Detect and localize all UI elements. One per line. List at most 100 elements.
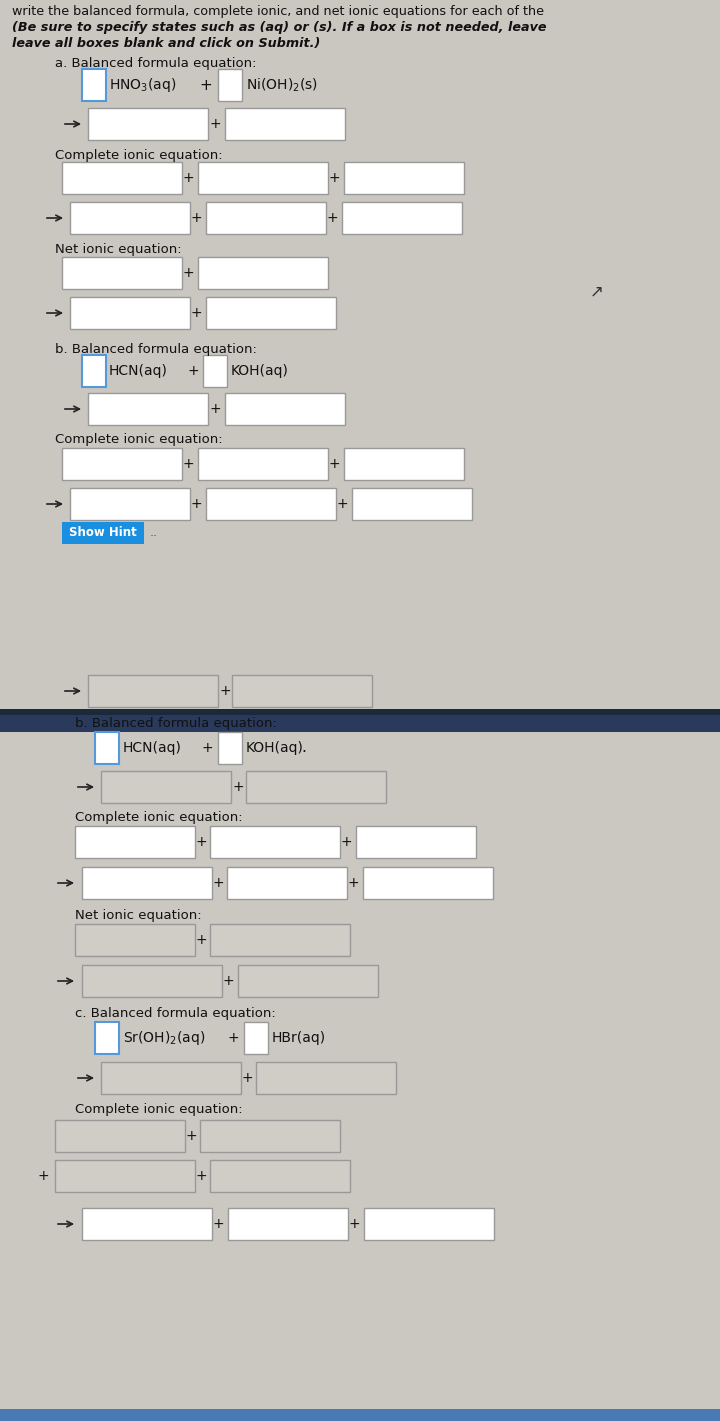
Bar	[210, 924, 350, 956]
Bar	[225, 394, 345, 425]
Bar	[0, 733, 720, 1421]
Bar	[101, 772, 231, 803]
Text: +: +	[210, 117, 221, 131]
Bar	[244, 1022, 268, 1054]
Text: KOH(aq): KOH(aq)	[231, 364, 289, 378]
Bar	[88, 675, 218, 708]
Text: +: +	[199, 78, 212, 92]
Text: +: +	[195, 836, 207, 848]
Text: +: +	[241, 1071, 253, 1086]
Bar	[82, 965, 222, 998]
Bar	[88, 108, 208, 141]
Bar	[0, 709, 720, 715]
Bar	[198, 257, 328, 288]
Text: HBr(aq): HBr(aq)	[272, 1032, 326, 1044]
Bar	[342, 202, 462, 234]
Bar	[256, 1061, 396, 1094]
Text: Complete ionic equation:: Complete ionic equation:	[75, 1104, 243, 1117]
Bar	[88, 394, 208, 425]
Bar	[101, 1061, 241, 1094]
Bar	[55, 1160, 195, 1192]
Text: +: +	[228, 1032, 239, 1044]
Text: +: +	[201, 740, 213, 755]
Bar	[95, 1022, 119, 1054]
Text: +: +	[182, 171, 194, 185]
Bar	[225, 108, 345, 141]
Text: +: +	[326, 210, 338, 225]
Text: c. Balanced formula equation:: c. Balanced formula equation:	[75, 1007, 276, 1020]
Bar	[206, 297, 336, 330]
Bar	[62, 522, 144, 544]
Bar	[203, 355, 227, 387]
Text: +: +	[210, 402, 221, 416]
Bar	[75, 924, 195, 956]
Bar	[198, 162, 328, 195]
Text: leave all boxes blank and click on Submit.): leave all boxes blank and click on Submi…	[12, 37, 320, 51]
Bar	[0, 713, 720, 732]
Text: Ni(OH)$_2$(s): Ni(OH)$_2$(s)	[246, 77, 318, 94]
Text: +: +	[222, 973, 234, 988]
Text: +: +	[187, 364, 199, 378]
Bar	[62, 257, 182, 288]
Bar	[238, 965, 378, 998]
Text: HCN(aq): HCN(aq)	[109, 364, 168, 378]
Bar	[364, 1208, 494, 1241]
Bar	[210, 1160, 350, 1192]
Text: ↗: ↗	[590, 281, 604, 300]
Text: write the balanced formula, complete ionic, and net ionic equations for each of : write the balanced formula, complete ion…	[12, 4, 544, 17]
Text: a. Balanced formula equation:: a. Balanced formula equation:	[55, 57, 256, 70]
Bar	[82, 867, 212, 899]
Bar	[0, 1410, 720, 1421]
Bar	[82, 70, 106, 101]
Text: +: +	[219, 684, 231, 698]
Text: +: +	[185, 1130, 197, 1142]
Text: Complete ionic equation:: Complete ionic equation:	[55, 433, 222, 446]
Text: ..: ..	[150, 527, 158, 540]
Bar	[62, 448, 182, 480]
Bar	[210, 826, 340, 858]
Text: HNO$_3$(aq): HNO$_3$(aq)	[109, 75, 176, 94]
Bar	[82, 355, 106, 387]
Text: +: +	[190, 497, 202, 512]
Text: +: +	[195, 1169, 207, 1184]
Text: +: +	[212, 875, 224, 890]
Bar	[0, 0, 720, 720]
Bar	[75, 826, 195, 858]
Text: +: +	[190, 306, 202, 320]
Bar	[62, 162, 182, 195]
Text: Show Hint: Show Hint	[69, 527, 137, 540]
Text: +: +	[336, 497, 348, 512]
Text: b. Balanced formula equation:: b. Balanced formula equation:	[55, 342, 257, 355]
Bar	[198, 448, 328, 480]
Bar	[218, 732, 242, 764]
Bar	[227, 867, 347, 899]
Bar	[70, 202, 190, 234]
Text: .: .	[301, 740, 306, 756]
Bar	[363, 867, 493, 899]
Text: +: +	[328, 171, 340, 185]
Text: Complete ionic equation:: Complete ionic equation:	[55, 149, 222, 162]
Text: Complete ionic equation:: Complete ionic equation:	[75, 811, 243, 824]
Text: +: +	[182, 266, 194, 280]
Bar	[246, 772, 386, 803]
Text: +: +	[182, 458, 194, 470]
Bar	[228, 1208, 348, 1241]
Bar	[232, 675, 372, 708]
Bar	[82, 1208, 212, 1241]
Bar	[206, 487, 336, 520]
Text: +: +	[212, 1216, 224, 1231]
Bar	[200, 1120, 340, 1152]
Bar	[356, 826, 476, 858]
Text: HCN(aq): HCN(aq)	[123, 740, 182, 755]
Text: Sr(OH)$_2$(aq): Sr(OH)$_2$(aq)	[123, 1029, 205, 1047]
Text: +: +	[195, 934, 207, 946]
Bar	[352, 487, 472, 520]
Text: (Be sure to specify states such as (aq) or (s). If a box is not needed, leave: (Be sure to specify states such as (aq) …	[12, 21, 546, 34]
Bar	[70, 487, 190, 520]
Text: +: +	[190, 210, 202, 225]
Text: +: +	[347, 875, 359, 890]
Bar	[344, 448, 464, 480]
Bar	[206, 202, 326, 234]
Text: Net ionic equation:: Net ionic equation:	[55, 243, 181, 256]
Bar	[55, 1120, 185, 1152]
